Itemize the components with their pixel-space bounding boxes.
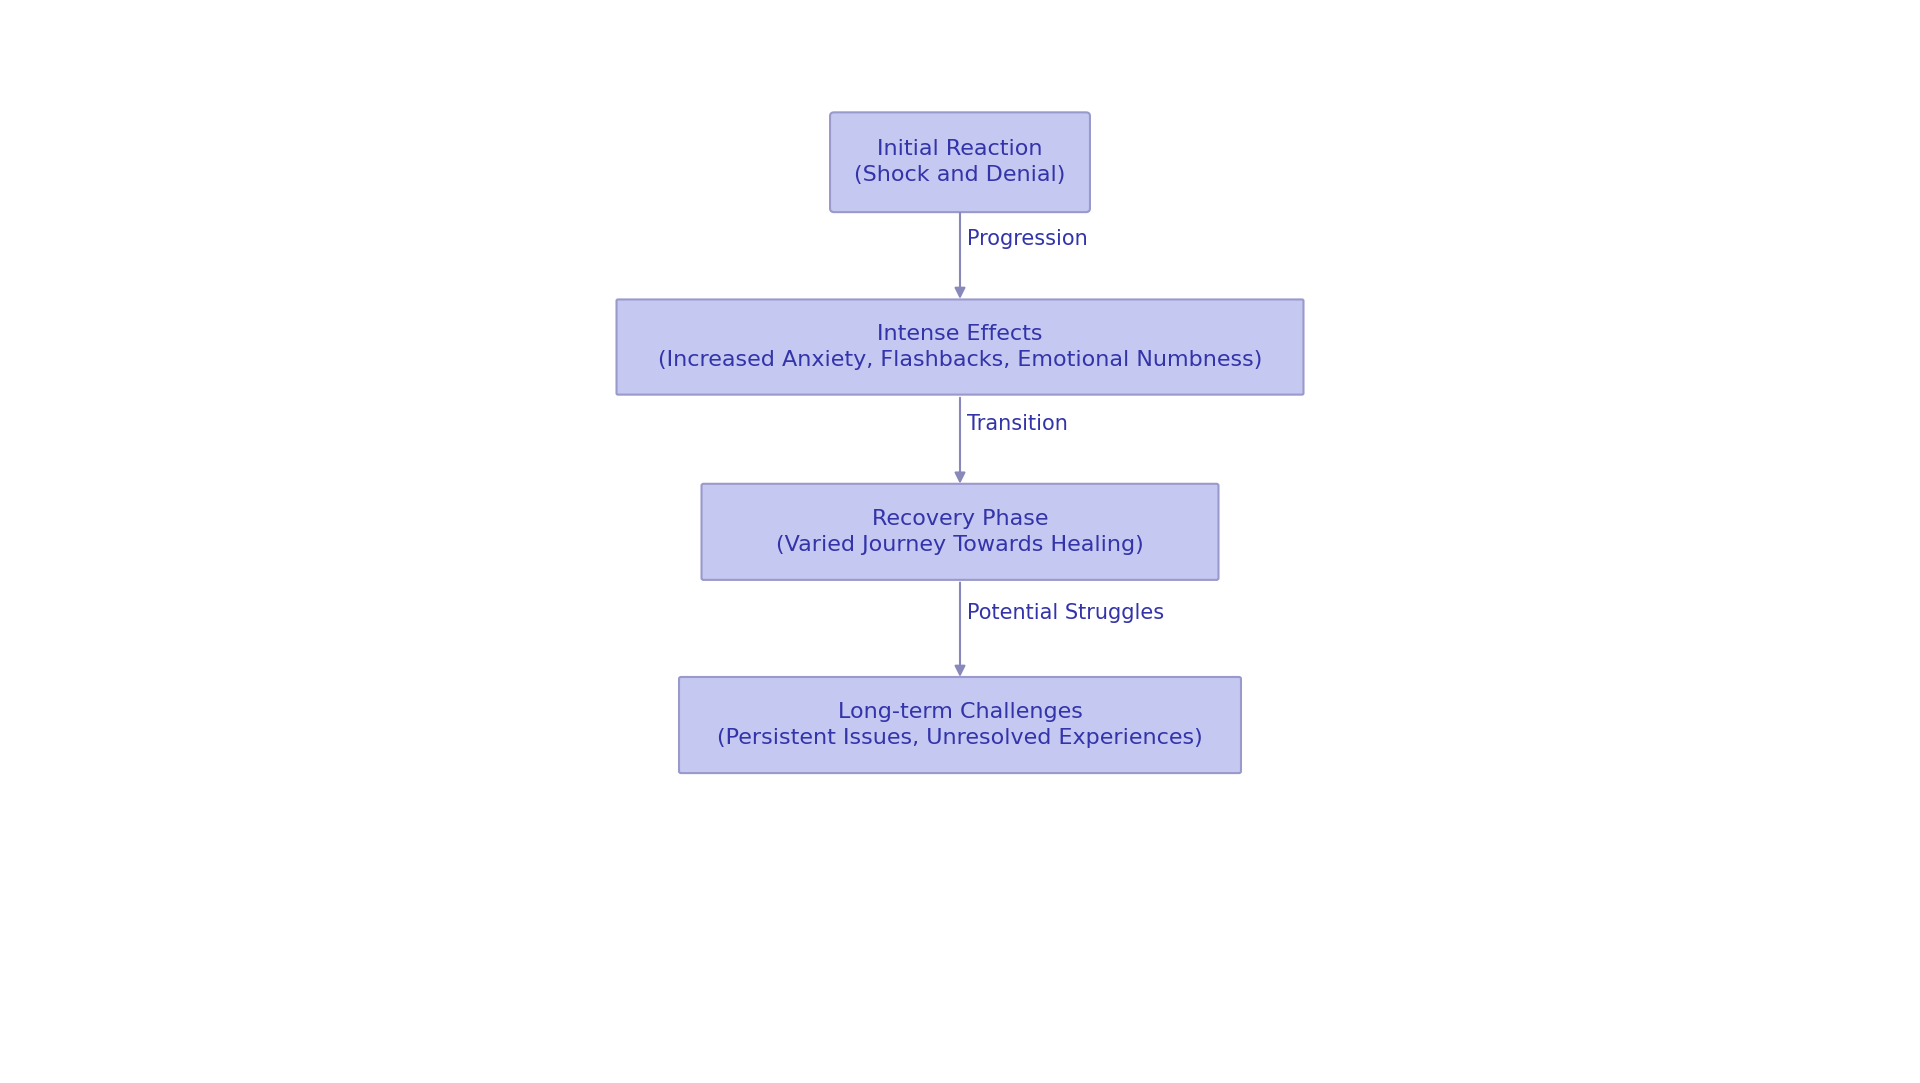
Text: Potential Struggles: Potential Struggles [968,603,1164,623]
Text: Transition: Transition [968,414,1068,434]
Text: Progression: Progression [968,230,1089,249]
Text: Initial Reaction
(Shock and Denial): Initial Reaction (Shock and Denial) [854,139,1066,185]
FancyBboxPatch shape [829,113,1091,212]
Text: Intense Effects
(Increased Anxiety, Flashbacks, Emotional Numbness): Intense Effects (Increased Anxiety, Flas… [659,324,1261,370]
FancyBboxPatch shape [680,677,1240,773]
FancyBboxPatch shape [701,484,1219,579]
FancyBboxPatch shape [616,300,1304,394]
Text: Long-term Challenges
(Persistent Issues, Unresolved Experiences): Long-term Challenges (Persistent Issues,… [718,702,1202,748]
Text: Recovery Phase
(Varied Journey Towards Healing): Recovery Phase (Varied Journey Towards H… [776,509,1144,556]
